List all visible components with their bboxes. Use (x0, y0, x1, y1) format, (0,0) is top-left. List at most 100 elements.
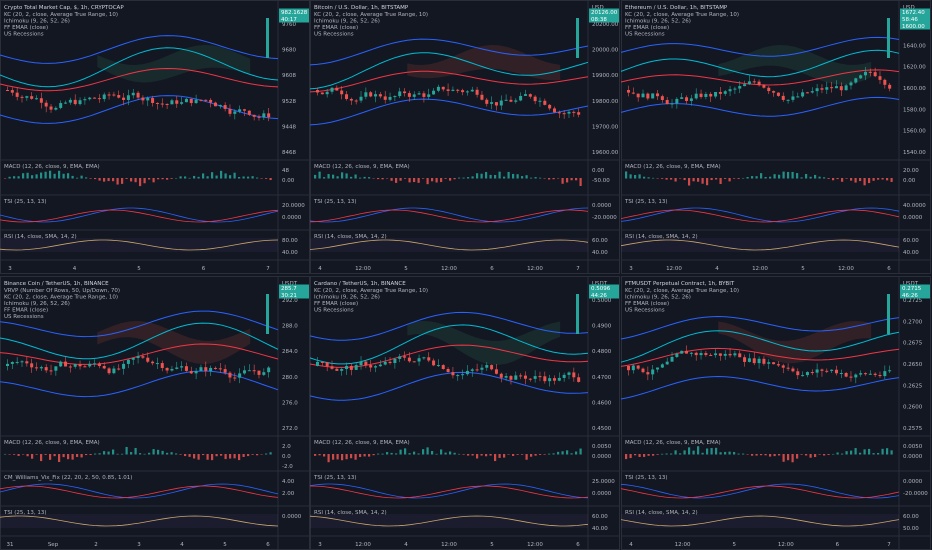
macd-bar (530, 454, 533, 457)
time-tick: 12:00 (752, 266, 768, 272)
macd-bar (332, 454, 335, 460)
price-tick: 276.0 (282, 400, 298, 406)
candle-body (675, 353, 679, 357)
macd-bar (386, 178, 389, 179)
candle-body (209, 99, 213, 103)
price-tag (279, 291, 309, 299)
chart-pane[interactable]: FTMUSDT Perpetual Contract, 1h, BYBITKC … (620, 276, 931, 550)
tsi-signal-line (620, 485, 900, 499)
chart-pane[interactable]: Crypto Total Market Cap, $, 1h, CRYPTOCA… (0, 0, 310, 274)
macd-bar (625, 171, 628, 179)
indicator-legend: KC (20, 2, close, Average True Range, 10… (314, 12, 428, 18)
candle-body (180, 366, 184, 368)
tsi-tick: 2.00 (282, 491, 295, 497)
candle-body (54, 107, 58, 110)
candle-body (316, 90, 319, 93)
price-tick: 0.2675 (903, 341, 923, 347)
price-tick: 19800.00 (592, 99, 619, 105)
candle-body (538, 100, 542, 102)
candle-body (830, 87, 834, 89)
tsi-tick: 0.0000 (592, 491, 612, 497)
macd-bar (800, 177, 803, 179)
candle-body (238, 373, 242, 378)
ema-line (620, 49, 900, 78)
candle-body (651, 369, 655, 375)
candle-body (330, 366, 334, 369)
candle-body (834, 369, 838, 374)
price-tick: 0.2625 (903, 383, 923, 389)
time-tick: 12:00 (527, 266, 543, 272)
candle-body (73, 99, 77, 105)
macd-bar (814, 174, 817, 179)
macd-bar (26, 172, 29, 179)
macd-bar (417, 178, 420, 183)
macd-bar (26, 454, 29, 457)
candle-body (213, 367, 217, 369)
candle-body (378, 364, 382, 367)
price-tick: 0.2600 (903, 405, 923, 411)
macd-bar (148, 178, 151, 180)
third-legend: RSI (14, close, SMA, 14, 2) (625, 510, 698, 516)
keltner-middle-line (0, 67, 279, 92)
time-tick: 3 (137, 542, 141, 548)
macd-bar (814, 454, 817, 458)
macd-bar (575, 451, 578, 455)
macd-bar (525, 454, 528, 460)
macd-bar (40, 172, 43, 179)
macd-bar (220, 170, 223, 179)
candle-body (825, 370, 829, 372)
macd-bar (552, 178, 555, 180)
macd-bar (377, 453, 380, 455)
candle-body (572, 111, 576, 113)
candle-body (88, 363, 92, 367)
macd-bar (143, 178, 146, 184)
macd-bar (706, 448, 709, 455)
price-tick: 0.4900 (592, 324, 612, 330)
candle-body (403, 356, 407, 358)
price-tag (279, 284, 309, 292)
macd-bar (634, 175, 637, 179)
macd-bar (787, 454, 790, 461)
time-tick: 7 (266, 266, 270, 272)
candle-body (422, 93, 426, 97)
candle-body (340, 369, 344, 371)
pane-title: Crypto Total Market Cap, $, 1h, CRYPTOCA… (4, 5, 124, 11)
candle-body (335, 368, 339, 371)
macd-bar (449, 451, 452, 455)
ichimoku-cloud (718, 45, 872, 85)
rsi-line (0, 239, 279, 251)
candle-body (446, 369, 450, 373)
price-tag-label: 0.5096 (591, 286, 611, 292)
macd-bar (197, 454, 200, 460)
macd-bar (719, 178, 722, 184)
chart-pane[interactable]: Binance Coin / TetherUS, 1h, BINANCEVRVP… (0, 276, 310, 550)
macd-bar (318, 171, 321, 179)
candle-body (743, 84, 747, 87)
candle-body (93, 363, 97, 365)
macd-bar (778, 454, 781, 456)
macd-bar (390, 452, 393, 455)
tsi-line (309, 207, 589, 223)
macd-bar (665, 178, 668, 180)
candle-body (155, 102, 159, 104)
macd-bar (413, 451, 416, 455)
candle-body (247, 110, 251, 115)
time-tick: 6 (490, 266, 494, 272)
keltner-lower-line (620, 375, 900, 400)
macd-bar (404, 448, 407, 455)
macd-bar (557, 451, 560, 455)
indicator-legend: Ichimoku (9, 26, 52, 26) (4, 19, 70, 25)
macd-bar (350, 176, 353, 179)
macd-bar (220, 454, 223, 456)
macd-bar (724, 451, 727, 455)
macd-bar (670, 178, 673, 180)
macd-bar (489, 454, 492, 456)
macd-bar (238, 454, 241, 461)
price-tick: 19700.00 (592, 124, 619, 130)
candle-body (218, 368, 222, 370)
macd-bar (107, 178, 110, 182)
candle-body (552, 108, 556, 113)
